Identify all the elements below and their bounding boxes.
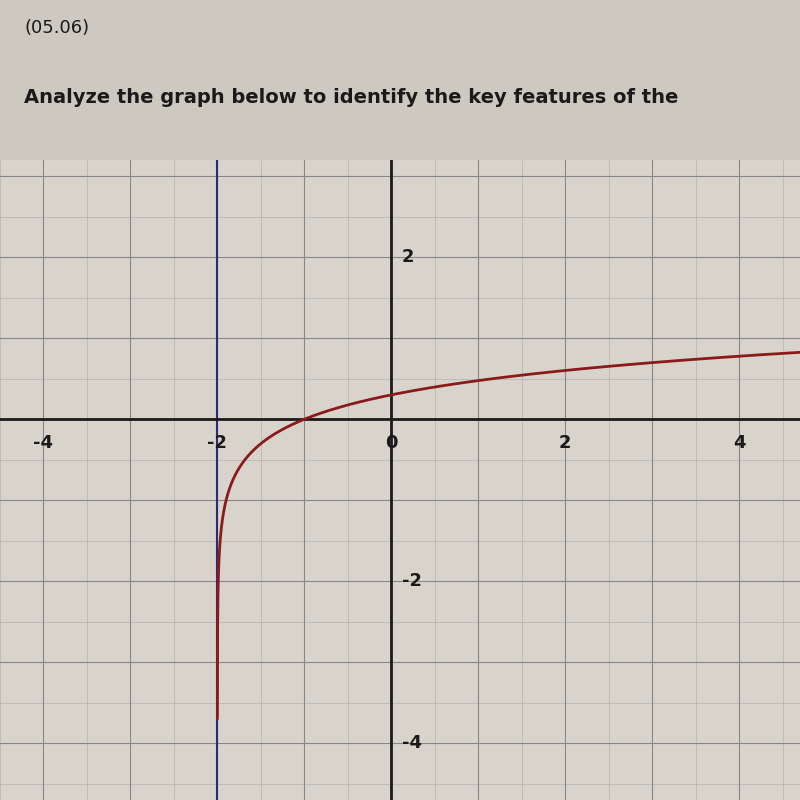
Text: 2: 2	[402, 248, 414, 266]
Text: (05.06): (05.06)	[24, 19, 89, 37]
Text: 4: 4	[733, 434, 746, 452]
Text: -2: -2	[207, 434, 227, 452]
Text: 2: 2	[559, 434, 571, 452]
Text: 0: 0	[385, 434, 398, 452]
Text: -2: -2	[402, 572, 422, 590]
Text: Analyze the graph below to identify the key features of the: Analyze the graph below to identify the …	[24, 88, 678, 107]
Text: -4: -4	[34, 434, 54, 452]
Text: -4: -4	[402, 734, 422, 752]
